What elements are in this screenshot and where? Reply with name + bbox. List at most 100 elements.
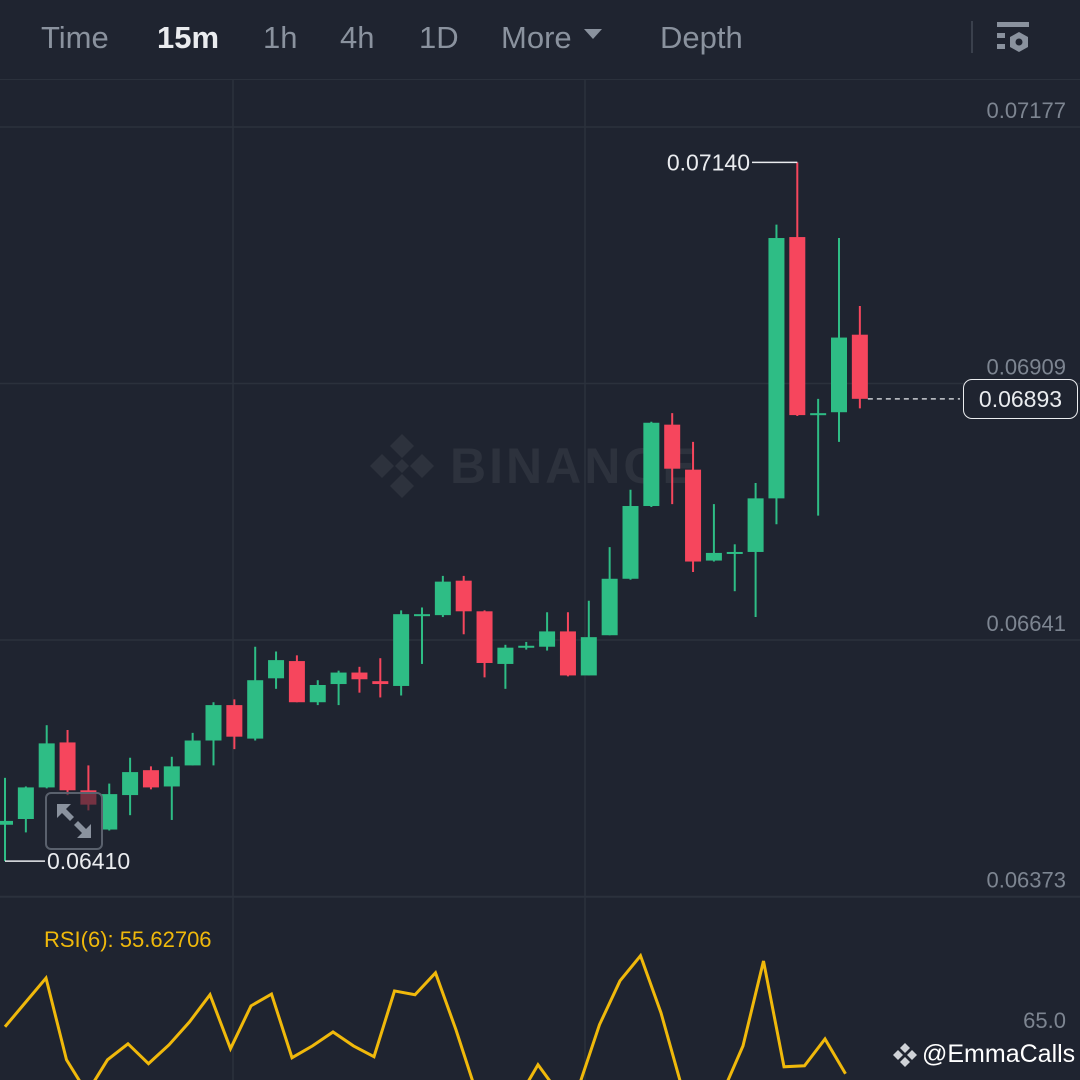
- candle-body: [38, 743, 55, 788]
- candle: [851, 305, 868, 409]
- price-markers: 0.07140 0.06410: [5, 149, 960, 874]
- candle: [0, 777, 13, 862]
- candle-body: [0, 820, 13, 825]
- candle: [810, 398, 827, 516]
- candle: [351, 666, 368, 693]
- tab-15m[interactable]: 15m: [157, 20, 220, 55]
- candle-body: [518, 645, 535, 648]
- candle: [518, 641, 535, 650]
- candle: [539, 612, 556, 651]
- candle-body: [184, 740, 201, 766]
- candle-body: [288, 661, 305, 703]
- candle-body: [17, 787, 34, 819]
- candle-body: [393, 614, 410, 686]
- candle-body: [247, 680, 264, 739]
- candle: [434, 575, 451, 618]
- candle: [831, 238, 847, 442]
- credit-text: @EmmaCalls: [922, 1040, 1076, 1068]
- candle: [101, 783, 118, 831]
- candle-body: [372, 681, 389, 685]
- tab-1d[interactable]: 1D: [419, 20, 459, 55]
- candle-body: [705, 552, 722, 561]
- candle-body: [810, 413, 827, 416]
- candle-body: [205, 705, 222, 741]
- tab-depth[interactable]: Depth: [660, 20, 743, 55]
- low-marker-label: 0.06410: [47, 848, 130, 874]
- rsi-label: RSI(6): 55.62706: [44, 927, 212, 952]
- candle: [17, 786, 34, 833]
- tab-4h[interactable]: 4h: [340, 20, 375, 55]
- candle-body: [434, 581, 451, 616]
- candle-body: [142, 770, 159, 788]
- credit-watermark: @EmmaCalls: [892, 1040, 1075, 1069]
- rsi-tick-label: 65.0: [1023, 1008, 1066, 1033]
- candle: [205, 702, 222, 766]
- candle: [226, 699, 243, 750]
- candle: [789, 162, 806, 417]
- candle: [59, 729, 76, 796]
- candle-body: [580, 637, 597, 676]
- price-tick-label: 0.06909: [986, 355, 1066, 380]
- timeframe-toolbar: Time 15m 1h 4h 1D More Depth: [0, 0, 1080, 80]
- candle: [601, 547, 618, 636]
- tab-1h[interactable]: 1h: [263, 20, 298, 55]
- candle-body: [455, 580, 472, 612]
- candle-body: [643, 422, 660, 507]
- price-tick-label: 0.06641: [986, 611, 1066, 636]
- price-axis: 0.07177 0.06909 0.06641 0.06373: [0, 98, 1080, 898]
- candle: [497, 644, 514, 689]
- toolbar-divider: [971, 21, 973, 53]
- candle: [309, 680, 326, 706]
- binance-logo-icon: [893, 1042, 917, 1067]
- candle: [685, 441, 702, 573]
- candle: [664, 413, 681, 505]
- candle-body: [747, 498, 764, 552]
- candle: [768, 224, 785, 525]
- chart-settings-icon[interactable]: [996, 20, 1032, 56]
- candle-body: [622, 506, 639, 579]
- candle-body: [59, 742, 76, 791]
- candle: [580, 600, 597, 676]
- price-tick-label: 0.06373: [986, 868, 1066, 893]
- last-price-label: 0.06893: [963, 379, 1078, 419]
- high-marker-label: 0.07140: [667, 149, 750, 175]
- candle-body: [476, 611, 493, 663]
- candle-body: [768, 238, 785, 499]
- candle-body: [559, 631, 576, 676]
- candle: [247, 646, 264, 741]
- price-tick-label: 0.07177: [986, 98, 1066, 123]
- candle-body: [601, 578, 618, 636]
- candle: [476, 610, 493, 678]
- candle: [122, 757, 139, 816]
- fullscreen-button[interactable]: [45, 792, 103, 850]
- candle: [414, 607, 430, 664]
- tab-time[interactable]: Time: [41, 20, 109, 55]
- candle-body: [497, 647, 514, 664]
- tab-more-label: More: [501, 20, 572, 55]
- candle: [288, 655, 305, 703]
- candle: [747, 483, 764, 618]
- candle: [643, 421, 660, 507]
- tab-more[interactable]: More: [501, 20, 602, 56]
- candle-body: [414, 614, 430, 617]
- candle: [184, 732, 201, 766]
- candle-body: [539, 631, 556, 647]
- candle: [330, 670, 347, 706]
- binance-logo-icon: [370, 434, 434, 498]
- candle: [142, 766, 159, 790]
- candle-body: [309, 685, 326, 703]
- candle: [393, 610, 410, 696]
- caret-down-icon: [583, 28, 602, 39]
- candle-body: [831, 337, 847, 413]
- candle-body: [163, 766, 180, 787]
- candle: [372, 658, 389, 698]
- candle: [268, 651, 285, 689]
- candle-body: [685, 469, 702, 562]
- candle-body: [789, 237, 806, 416]
- candle-body: [101, 794, 118, 830]
- candle: [705, 504, 722, 562]
- candle-body: [122, 772, 139, 796]
- candle-body: [226, 705, 243, 737]
- candle-body: [268, 660, 285, 679]
